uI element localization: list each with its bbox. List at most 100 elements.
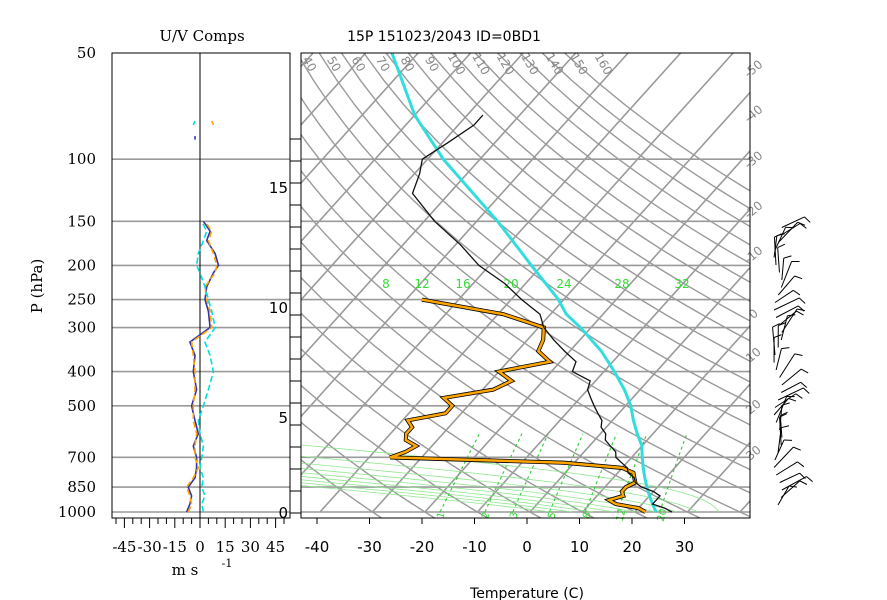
uv-x-tick-label: 15 (216, 538, 235, 556)
wind-barb-flag (778, 322, 786, 326)
isotherm-label: -40 (741, 102, 765, 125)
moist-adiabat-label: 24 (556, 277, 571, 291)
dry-adiabat-label: 80 (398, 54, 418, 74)
wind-barb (773, 235, 778, 258)
dry-adiabat-label: 90 (422, 54, 442, 74)
dry-adiabat-label: 130 (518, 51, 542, 78)
pressure-tick-label: 200 (67, 256, 96, 274)
isotherm (301, 53, 629, 418)
wind-barbs (772, 216, 813, 506)
wind-barb (781, 368, 802, 386)
wind-barb (773, 398, 789, 416)
height-tick-label: 10 (269, 299, 288, 317)
wind-barb-flag (795, 393, 803, 399)
dry-adiabat (407, 53, 750, 322)
isotherm (301, 53, 577, 360)
mixing-ratio-label: 3 (508, 511, 520, 520)
wind-barb (781, 258, 785, 281)
wind-barb (775, 461, 798, 476)
mixing-ratio-line (484, 433, 523, 513)
moist-adiabat-label: 28 (614, 277, 629, 291)
pressure-tick-label: 400 (67, 363, 96, 381)
temperature-tick-label: -40 (305, 538, 330, 556)
mixing-ratio-line (584, 433, 618, 513)
temperature-tick-label: -10 (462, 538, 487, 556)
uv-x-axis-label: m s (172, 561, 199, 579)
wind-barb (781, 216, 805, 228)
uv-title: U/V Comps (159, 27, 244, 45)
dry-adiabat-label: 140 (543, 51, 567, 78)
dry-adiabat (301, 312, 596, 518)
wind-barb-flag (803, 387, 810, 394)
temperature-tick-label: 30 (675, 538, 694, 556)
dry-adiabat (430, 53, 750, 303)
temperature-tick-label: 10 (570, 538, 589, 556)
moist-adiabat (301, 472, 636, 513)
pressure-tick-label: 500 (67, 397, 96, 415)
dry-adiabat-label: 50 (324, 54, 344, 74)
dry-adiabat-label: 120 (494, 51, 518, 78)
wind-barb (780, 381, 801, 393)
isotherm (0, 53, 103, 512)
moist-adiabat (301, 479, 594, 513)
uv-series-line (195, 220, 216, 513)
dry-adiabat-label: 160 (592, 51, 616, 78)
skewt-title: 15P 151023/2043 ID=0BD1 (347, 29, 541, 45)
moist-adiabat-label: 20 (503, 277, 518, 291)
isotherm (301, 53, 524, 301)
temperature-tick-label: -20 (410, 538, 435, 556)
wind-barb-flag (783, 255, 792, 259)
wind-barb (774, 227, 787, 251)
isotherm (581, 324, 750, 513)
wind-barb (780, 480, 801, 498)
moist-adiabat-label: 8 (382, 277, 390, 291)
mixing-ratio-label: 8 (581, 511, 593, 520)
isotherm (739, 499, 750, 513)
dry-adiabat (363, 53, 750, 362)
mixing-ratio-label: 12 (615, 508, 629, 523)
isotherm (301, 53, 367, 126)
uv-series (185, 120, 220, 513)
wind-barb (781, 223, 801, 236)
wind-barb-flag (799, 223, 807, 229)
dry-adiabat (301, 58, 750, 426)
wind-barb (779, 417, 782, 446)
pressure-axis-label: P (hPa) (28, 259, 46, 314)
temperature-tick-label: -30 (357, 538, 382, 556)
wind-barb (777, 275, 795, 296)
uv-series-line (185, 220, 218, 513)
temperature-tick-labels: -40 -30 -20 -10 0 10 20 30 (305, 518, 694, 556)
wind-barb-flag (804, 216, 811, 223)
height-tick-labels: 0 5 10 15 (269, 138, 301, 522)
dry-adiabat (541, 53, 750, 210)
dry-adiabat-label: 40 (300, 54, 320, 74)
mixing-ratio-line (659, 433, 688, 513)
wind-barb-flag (799, 472, 806, 480)
pressure-tick-label: 300 (67, 319, 96, 337)
pressure-tick-label: 1000 (58, 503, 96, 521)
wind-barb (775, 348, 782, 371)
mixing-ratio-label: 5 (546, 511, 558, 520)
moist-adiabat (301, 444, 720, 513)
wind-barb-flag (799, 480, 808, 485)
skewt-panel: 15P 151023/2043 ID=0BD1 -50 -40 -30 -20 -10 0… (0, 29, 766, 600)
isotherm (0, 53, 156, 512)
dry-adiabat-label: 60 (349, 54, 369, 74)
wind-barb-flag (800, 368, 809, 374)
isotherm (634, 383, 750, 513)
wind-barb-flag (800, 381, 808, 388)
skewt-profiles (389, 53, 673, 514)
uv-x-tick-label: 30 (241, 538, 260, 556)
pressure-tick-labels: 50 100 150 200 250 300 400 500 700 850 1000 (58, 44, 96, 521)
wind-barb-flag (797, 221, 806, 226)
moist-adiabat (301, 468, 657, 513)
pressure-tick-label: 50 (77, 44, 96, 62)
uv-grid (112, 53, 290, 518)
isotherm-label: -50 (741, 57, 765, 80)
temperature-profile (411, 114, 673, 513)
moist-adiabat (301, 482, 573, 513)
skewt-background-lines (0, 53, 750, 518)
wind-barb-flag (781, 425, 790, 429)
